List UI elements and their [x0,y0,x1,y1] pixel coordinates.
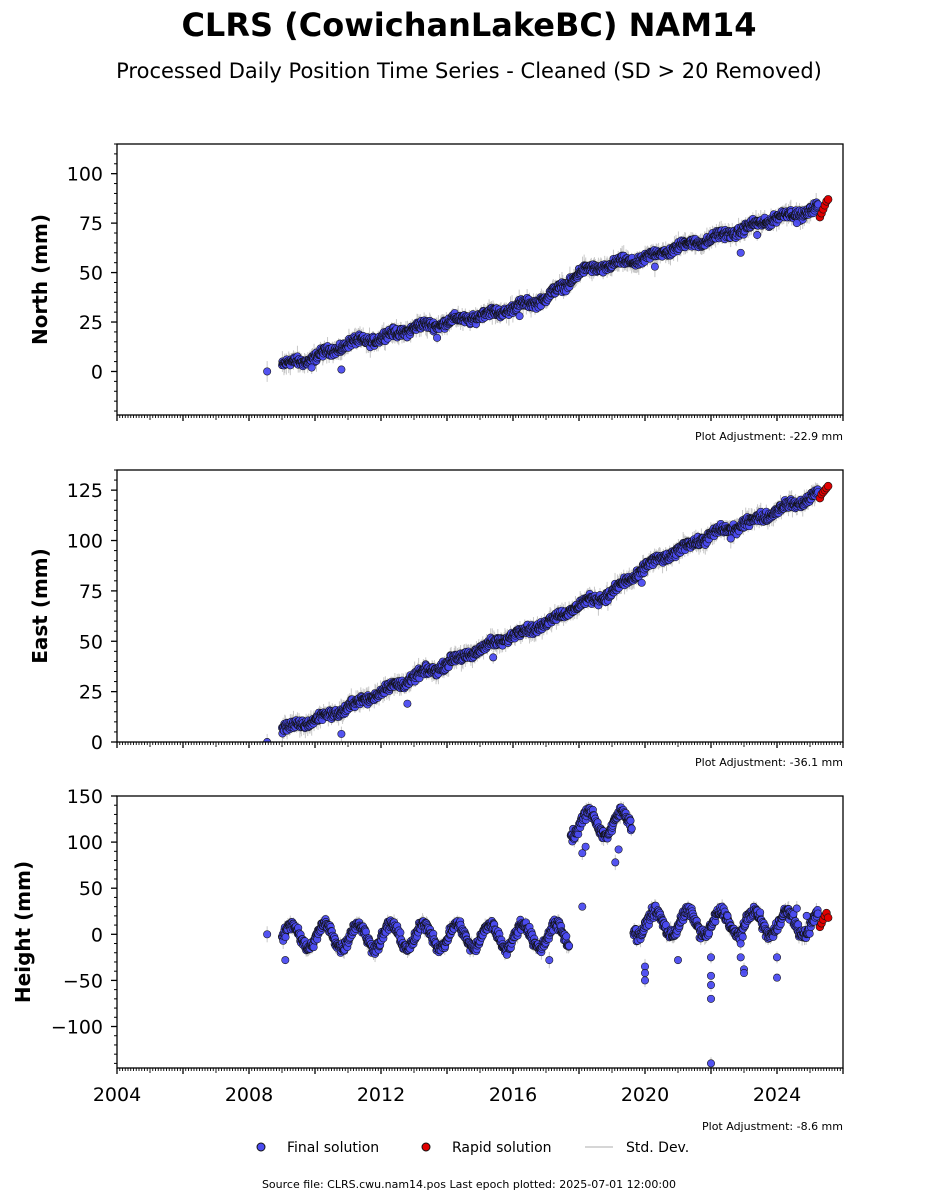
data-point [726,534,735,543]
data-point [753,231,762,239]
north-y-axis-label: North (mm) [28,214,52,345]
y-tick-label: 100 [67,164,103,186]
y-tick-label: 0 [91,732,103,754]
y-tick-label: 0 [91,361,103,383]
y-tick-label: 75 [79,213,103,235]
data-point [515,312,524,321]
data-point [792,219,801,228]
data-point [736,248,745,257]
figure-title: CLRS (CowichanLakeBC) NAM14 [181,6,756,44]
data-point [263,367,272,376]
data-point [337,729,346,738]
rapid-point [823,481,833,491]
y-tick-label: 50 [79,263,103,285]
y-tick-label: 75 [79,581,103,603]
y-tick-label: 100 [67,531,103,553]
north-rapid-points [815,195,833,222]
north-final-points [263,198,823,376]
east-plot-adjustment-note: Plot Adjustment: -36.1 mm [695,756,843,769]
data-point [650,262,659,271]
y-tick-label: 25 [79,312,103,334]
y-tick-label: 25 [79,682,103,704]
figure-subtitle: Processed Daily Position Time Series - C… [116,59,822,83]
east-panel: 0 25 50 75 100 125 East (mm) Plot Adjustment: -… [28,469,844,769]
data-point [337,365,346,374]
data-point [307,363,316,372]
east-plot-area [263,481,833,742]
east-y-axis-label: East (mm) [28,548,52,664]
north-plot-area [263,192,833,382]
north-frame [116,143,844,416]
data-point [489,653,498,662]
north-panel: 0 25 50 75 100 North (mm) Plot Adjustment: -22… [28,143,844,443]
data-point [637,578,646,587]
north-std-dev-bars [266,192,819,382]
height-plot-area [263,801,833,1068]
east-rapid-points [815,481,833,503]
y-tick-label: 125 [67,480,103,502]
rapid-point [823,195,833,204]
data-point [403,699,412,708]
data-point [433,333,442,342]
east-final-points [263,485,823,742]
north-plot-adjustment-note: Plot Adjustment: -22.9 mm [695,430,843,443]
east-frame [116,469,844,743]
y-tick-label: 50 [79,631,103,653]
